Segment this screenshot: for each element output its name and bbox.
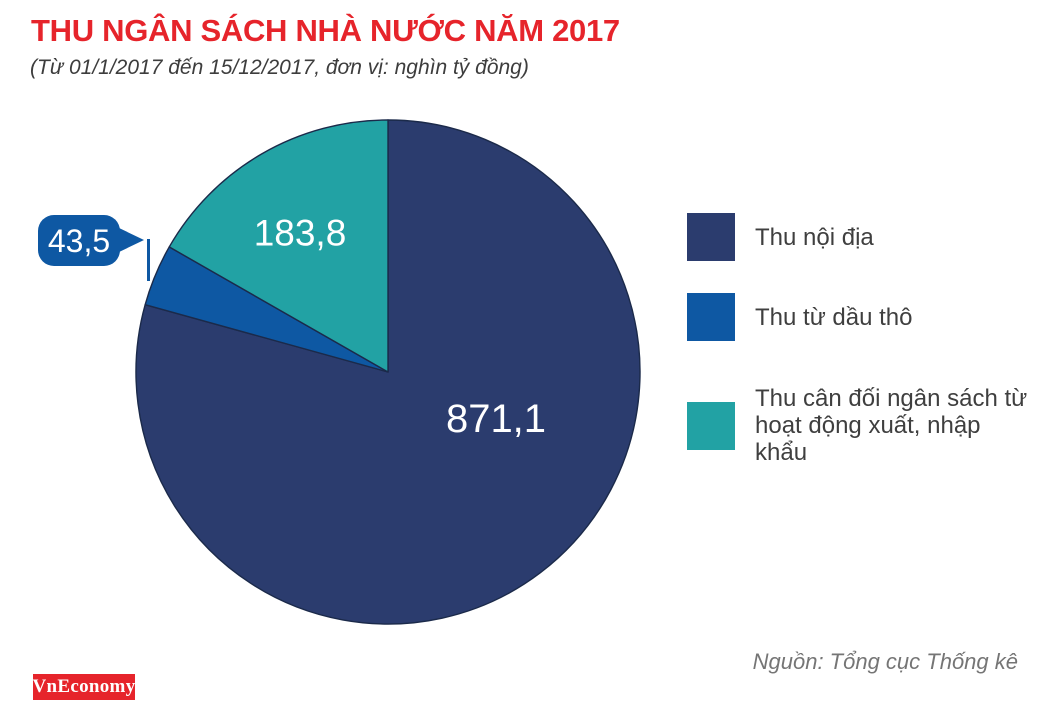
callout-pointer-icon — [117, 227, 144, 253]
pie-chart — [135, 119, 641, 625]
page-subtitle: (Từ 01/1/2017 đến 15/12/2017, đơn vị: ng… — [30, 56, 529, 79]
slice-value-xuat-nhap-khau: 183,8 — [253, 212, 347, 254]
page-title: THU NGÂN SÁCH NHÀ NƯỚC NĂM 2017 — [31, 13, 620, 48]
legend-item-1: Thu nội địa — [687, 213, 874, 261]
legend-label: Thu từ dầu thô — [755, 303, 913, 331]
callout-dau-tho-value: 43,5 — [38, 215, 120, 266]
callout-leader-line — [147, 239, 150, 281]
vneconomy-logo: VnEconomy — [33, 674, 135, 700]
source-note: Nguồn: Tổng cục Thống kê — [752, 649, 1018, 674]
legend: Thu nội địa Thu từ dầu thô Thu cân đối ngâ… — [687, 0, 1040, 500]
legend-item-3: Thu cân đối ngân sách từ hoạt động xuất,… — [687, 385, 1038, 466]
pie-slice-3 — [168, 119, 389, 373]
slice-value-thu-noi-dia: 871,1 — [445, 397, 547, 441]
legend-swatch-icon — [687, 401, 735, 450]
legend-label: Thu cân đối ngân sách từ hoạt động xuất,… — [755, 385, 1028, 466]
legend-swatch-icon — [687, 293, 735, 341]
legend-item-2: Thu từ dầu thô — [687, 293, 913, 341]
legend-swatch-icon — [687, 213, 735, 261]
legend-label: Thu nội địa — [755, 223, 874, 251]
